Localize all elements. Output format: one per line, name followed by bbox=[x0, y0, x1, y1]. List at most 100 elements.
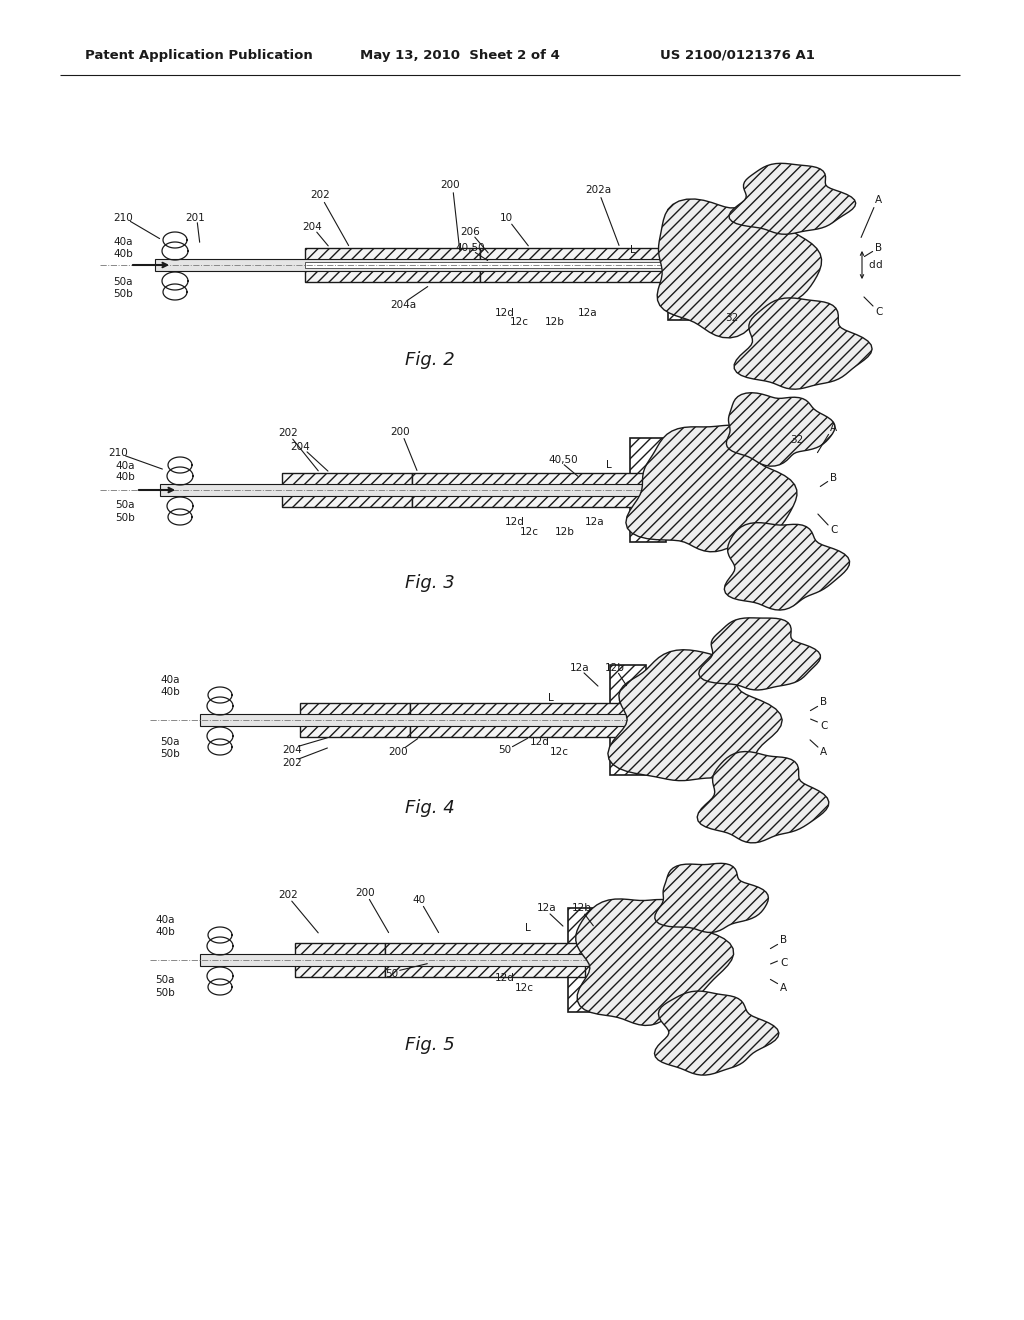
Text: C: C bbox=[830, 525, 838, 535]
Text: 40a: 40a bbox=[155, 915, 174, 925]
Text: 12c: 12c bbox=[510, 317, 529, 327]
Text: 50b: 50b bbox=[155, 987, 175, 998]
Text: 40a: 40a bbox=[113, 238, 132, 247]
Text: A: A bbox=[830, 422, 838, 433]
Text: 204: 204 bbox=[302, 222, 322, 232]
Text: 202a: 202a bbox=[585, 185, 611, 195]
Polygon shape bbox=[654, 991, 779, 1074]
Polygon shape bbox=[724, 523, 850, 610]
Polygon shape bbox=[575, 899, 733, 1026]
Text: 32: 32 bbox=[790, 436, 803, 445]
Text: 12d: 12d bbox=[505, 517, 525, 527]
Text: 200: 200 bbox=[388, 747, 408, 756]
Text: 12c: 12c bbox=[520, 527, 539, 537]
Text: May 13, 2010  Sheet 2 of 4: May 13, 2010 Sheet 2 of 4 bbox=[360, 49, 560, 62]
Text: 40b: 40b bbox=[155, 927, 175, 937]
Bar bbox=[630, 438, 666, 543]
Text: 12b: 12b bbox=[605, 663, 625, 673]
Text: d: d bbox=[868, 260, 874, 271]
Text: US 2100/0121376 A1: US 2100/0121376 A1 bbox=[660, 49, 815, 62]
Text: 40b: 40b bbox=[115, 473, 135, 482]
Polygon shape bbox=[734, 298, 872, 389]
Text: 12b: 12b bbox=[545, 317, 565, 327]
Polygon shape bbox=[697, 751, 828, 842]
Text: 210: 210 bbox=[113, 213, 133, 223]
Text: Fig. 2: Fig. 2 bbox=[406, 351, 455, 370]
Text: C: C bbox=[780, 958, 787, 968]
Text: 50: 50 bbox=[498, 744, 511, 755]
Text: 40a: 40a bbox=[115, 461, 134, 471]
Text: 12d: 12d bbox=[495, 308, 515, 318]
Text: 204: 204 bbox=[290, 442, 309, 451]
Text: 12c: 12c bbox=[550, 747, 569, 756]
Text: Fig. 3: Fig. 3 bbox=[406, 574, 455, 591]
Text: 10: 10 bbox=[500, 213, 513, 223]
Text: 200: 200 bbox=[390, 426, 410, 437]
Text: d: d bbox=[874, 260, 882, 271]
Bar bbox=[300, 704, 410, 737]
Text: 202: 202 bbox=[282, 758, 302, 768]
Text: Patent Application Publication: Patent Application Publication bbox=[85, 49, 312, 62]
Text: 50b: 50b bbox=[160, 748, 180, 759]
Text: L: L bbox=[630, 246, 636, 255]
Text: 12d: 12d bbox=[495, 973, 515, 983]
Text: 50a: 50a bbox=[115, 500, 134, 510]
Text: Fig. 5: Fig. 5 bbox=[406, 1036, 455, 1053]
Text: L: L bbox=[548, 693, 554, 704]
Bar bbox=[155, 259, 715, 271]
Text: 50: 50 bbox=[385, 969, 398, 979]
Bar bbox=[410, 704, 632, 737]
Bar bbox=[610, 665, 646, 775]
Text: 200: 200 bbox=[440, 180, 460, 190]
Bar bbox=[282, 473, 412, 507]
Bar bbox=[305, 261, 680, 268]
Text: 202: 202 bbox=[278, 890, 298, 900]
Bar bbox=[200, 714, 640, 726]
Text: 12a: 12a bbox=[570, 663, 590, 673]
Text: 40,50: 40,50 bbox=[455, 243, 484, 253]
Bar bbox=[385, 942, 585, 977]
Text: A: A bbox=[820, 747, 827, 756]
Text: A: A bbox=[874, 195, 882, 205]
Polygon shape bbox=[654, 863, 768, 932]
Text: 40: 40 bbox=[412, 895, 425, 906]
Text: 204: 204 bbox=[282, 744, 302, 755]
Text: 12b: 12b bbox=[572, 903, 592, 913]
Text: 50b: 50b bbox=[115, 513, 135, 523]
Bar bbox=[160, 484, 670, 496]
Text: L: L bbox=[525, 923, 530, 933]
Text: B: B bbox=[830, 473, 838, 483]
Text: 32: 32 bbox=[725, 313, 738, 323]
Text: C: C bbox=[820, 721, 827, 731]
Text: 206: 206 bbox=[460, 227, 480, 238]
Bar bbox=[295, 942, 385, 977]
Bar bbox=[568, 908, 602, 1012]
Text: 40a: 40a bbox=[160, 675, 179, 685]
Text: L: L bbox=[606, 459, 611, 470]
Text: 210: 210 bbox=[108, 447, 128, 458]
Text: 40,50: 40,50 bbox=[548, 455, 578, 465]
Text: 50a: 50a bbox=[113, 277, 132, 286]
Polygon shape bbox=[626, 425, 797, 552]
Text: 50a: 50a bbox=[160, 737, 179, 747]
Bar bbox=[480, 248, 700, 282]
Text: 50a: 50a bbox=[155, 975, 174, 985]
Text: 202: 202 bbox=[278, 428, 298, 438]
Text: B: B bbox=[780, 935, 787, 945]
Text: 202: 202 bbox=[310, 190, 330, 201]
Text: 12b: 12b bbox=[555, 527, 574, 537]
Text: 40b: 40b bbox=[113, 249, 133, 259]
Text: 200: 200 bbox=[355, 888, 375, 898]
Polygon shape bbox=[726, 393, 835, 466]
Polygon shape bbox=[608, 649, 782, 780]
Text: Fig. 4: Fig. 4 bbox=[406, 799, 455, 817]
Text: B: B bbox=[874, 243, 882, 253]
Text: 12c: 12c bbox=[515, 983, 534, 993]
Text: 12a: 12a bbox=[585, 517, 604, 527]
Text: 40b: 40b bbox=[160, 686, 180, 697]
Text: C: C bbox=[874, 308, 883, 317]
Text: 12a: 12a bbox=[578, 308, 598, 318]
Polygon shape bbox=[657, 199, 821, 338]
Bar bbox=[412, 473, 662, 507]
Text: A: A bbox=[780, 983, 787, 993]
